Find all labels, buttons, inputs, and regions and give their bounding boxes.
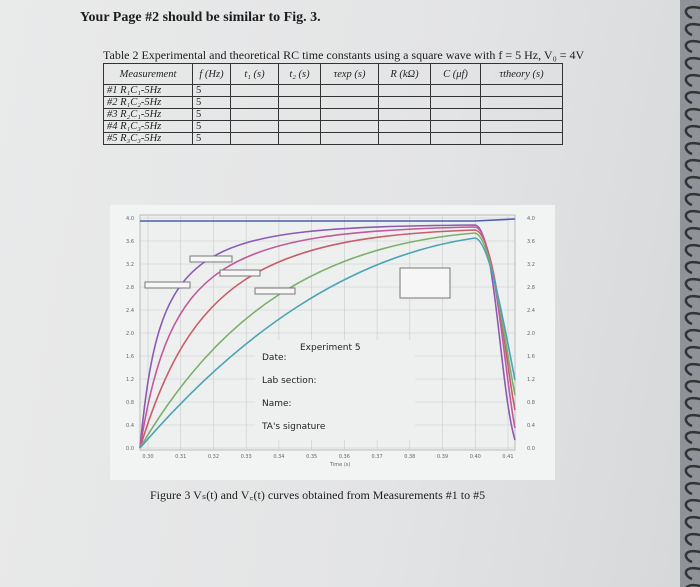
y-tick-label: 3.2 xyxy=(126,262,134,268)
ring xyxy=(684,396,700,411)
ring xyxy=(684,532,700,547)
curve xyxy=(139,224,516,449)
y-tick-label: 2.0 xyxy=(527,331,535,337)
data-table: Measurement f (Hz) t₁ (s) t₂ (s) τexp (s) R (… xyxy=(103,63,563,145)
x-tick-label: 0.30 xyxy=(142,454,153,460)
stamp-area xyxy=(255,340,415,440)
form-field: Lab section: xyxy=(262,376,317,386)
curve xyxy=(139,226,516,449)
ring xyxy=(684,107,700,122)
figure-title: Experiment 5 xyxy=(300,343,361,353)
table-row: #5 R₃C₃-5Hz 5 xyxy=(103,132,563,145)
y-tick-label: 0.4 xyxy=(126,423,134,429)
ring xyxy=(684,481,700,496)
y-tick-label: 3.6 xyxy=(126,239,134,245)
ring xyxy=(684,39,700,54)
x-tick-label: 0.41 xyxy=(502,454,513,460)
curve xyxy=(139,237,516,449)
ring xyxy=(684,226,700,241)
y-tick-label: 0.0 xyxy=(527,446,535,452)
figure-caption: Figure 3 Vₛ(t) and V꜀(t) curves obtained… xyxy=(150,488,486,502)
x-tick-label: 0.31 xyxy=(175,454,186,460)
y-tick-label: 1.2 xyxy=(527,377,535,383)
legend-box xyxy=(399,267,451,299)
ring xyxy=(684,328,700,343)
table-row: #1 R₁C₁-5Hz 5 xyxy=(103,84,563,97)
marker-label xyxy=(189,255,233,263)
table-caption: Table 2 Experimental and theoretical RC … xyxy=(103,48,585,62)
x-tick-label: 0.35 xyxy=(306,454,317,460)
y-tick-label: 2.8 xyxy=(126,285,134,291)
y-tick-label: 1.2 xyxy=(126,377,134,383)
y-tick-label: 1.6 xyxy=(126,354,134,360)
ring xyxy=(684,175,700,190)
y-tick-label: 0.8 xyxy=(126,400,134,406)
x-tick-label: 0.39 xyxy=(437,454,448,460)
ring xyxy=(684,158,700,173)
ring xyxy=(684,192,700,207)
ring xyxy=(684,345,700,360)
form-field: TA's signature xyxy=(261,422,326,432)
ring xyxy=(684,5,700,20)
y-tick-label: 3.2 xyxy=(527,262,535,268)
ring xyxy=(684,498,700,513)
y-tick-label: 1.6 xyxy=(527,354,535,360)
marker-label xyxy=(254,287,296,295)
y-tick-label: 0.0 xyxy=(126,446,134,452)
ring xyxy=(684,209,700,224)
y-tick-label: 2.4 xyxy=(126,308,134,314)
x-tick-label: 0.32 xyxy=(208,454,219,460)
ring xyxy=(684,294,700,309)
ring xyxy=(684,277,700,292)
ring xyxy=(684,362,700,377)
y-tick-label: 2.4 xyxy=(527,308,535,314)
ring xyxy=(684,464,700,479)
source-wave xyxy=(140,218,516,222)
y-tick-label: 3.6 xyxy=(527,239,535,245)
ring xyxy=(685,583,700,587)
ring xyxy=(684,379,700,394)
ring xyxy=(684,549,700,564)
y-tick-label: 4.0 xyxy=(126,216,134,222)
ring xyxy=(684,73,700,88)
x-label: Time (s) xyxy=(329,462,350,468)
x-tick-label: 0.33 xyxy=(241,454,252,460)
y-tick-label: 0.4 xyxy=(527,423,535,429)
figure: Experiment 5 Date: Lab section: Name: TA's … xyxy=(110,205,555,480)
x-tick-label: 0.38 xyxy=(404,454,415,460)
y-tick-label: 4.0 xyxy=(527,216,535,222)
ring xyxy=(684,311,700,326)
curves xyxy=(139,218,516,449)
binding xyxy=(684,5,700,587)
ring xyxy=(684,141,700,156)
page: Your Page #2 should be similar to Fig. 3… xyxy=(0,0,680,587)
x-tick-label: 0.36 xyxy=(339,454,350,460)
ring xyxy=(684,90,700,105)
ring xyxy=(684,124,700,139)
ring xyxy=(684,260,700,275)
marker-label xyxy=(144,281,191,289)
table-row: #2 R₁C₂-5Hz 5 xyxy=(103,96,563,109)
y-tick-label: 2.8 xyxy=(527,285,535,291)
heading: Your Page #2 should be similar to Fig. 3… xyxy=(80,10,321,25)
x-tick-label: 0.34 xyxy=(273,454,284,460)
ring xyxy=(684,56,700,71)
y-tick-label: 2.0 xyxy=(126,331,134,337)
ring xyxy=(684,515,700,530)
ring xyxy=(684,243,700,258)
y-tick-label: 0.8 xyxy=(527,400,535,406)
ring xyxy=(684,447,700,462)
form-field: Date: xyxy=(262,353,287,363)
ring xyxy=(684,430,700,445)
marker-label xyxy=(219,269,261,277)
ring xyxy=(684,413,700,428)
x-tick-label: 0.37 xyxy=(372,454,383,460)
form-field: Name: xyxy=(262,399,292,409)
ring xyxy=(684,566,700,581)
curve xyxy=(139,232,516,449)
x-tick-label: 0.40 xyxy=(470,454,481,460)
table-cell xyxy=(480,132,563,145)
ring xyxy=(684,22,700,37)
